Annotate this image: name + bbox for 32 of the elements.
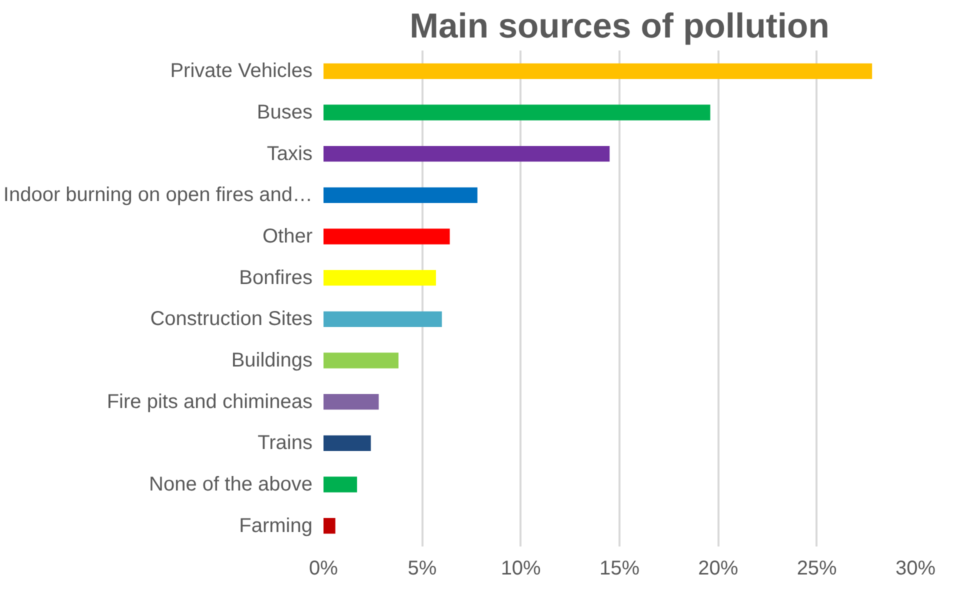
bar [324, 228, 450, 244]
bar [324, 146, 610, 162]
y-tick-label: Trains [258, 432, 313, 454]
bar [324, 435, 371, 452]
y-tick-label: Indoor burning on open fires and… [3, 184, 313, 206]
x-tick-label: 10% [500, 558, 542, 580]
y-tick-label: Bonfires [239, 266, 313, 289]
x-tick-label: 0% [309, 558, 338, 580]
bar [324, 187, 478, 204]
y-tick-label: Fire pits and chimineas [106, 390, 313, 413]
x-tick-label: 25% [796, 558, 838, 580]
y-tick-label: Farming [239, 514, 313, 537]
bar [324, 352, 398, 368]
bar [324, 63, 872, 80]
y-tick-label: Construction Sites [150, 308, 312, 330]
x-tick-label: 5% [408, 558, 437, 580]
y-tick-label: Buses [256, 102, 313, 124]
y-tick-label: None of the above [149, 474, 313, 496]
chart-title: Main sources of pollution [410, 8, 830, 46]
bar [324, 518, 336, 534]
bar [324, 476, 358, 492]
x-tick-label: 15% [599, 558, 640, 580]
y-tick-label: Buildings [231, 350, 313, 372]
bar [324, 270, 436, 286]
bar [324, 394, 379, 410]
x-tick-label: 30% [895, 558, 936, 580]
y-tick-label: Other [262, 226, 313, 248]
bar [324, 311, 442, 328]
bar [324, 104, 710, 120]
y-tick-label: Private Vehicles [170, 60, 312, 82]
y-tick-label: Taxis [266, 142, 313, 165]
x-tick-label: 20% [698, 558, 738, 580]
